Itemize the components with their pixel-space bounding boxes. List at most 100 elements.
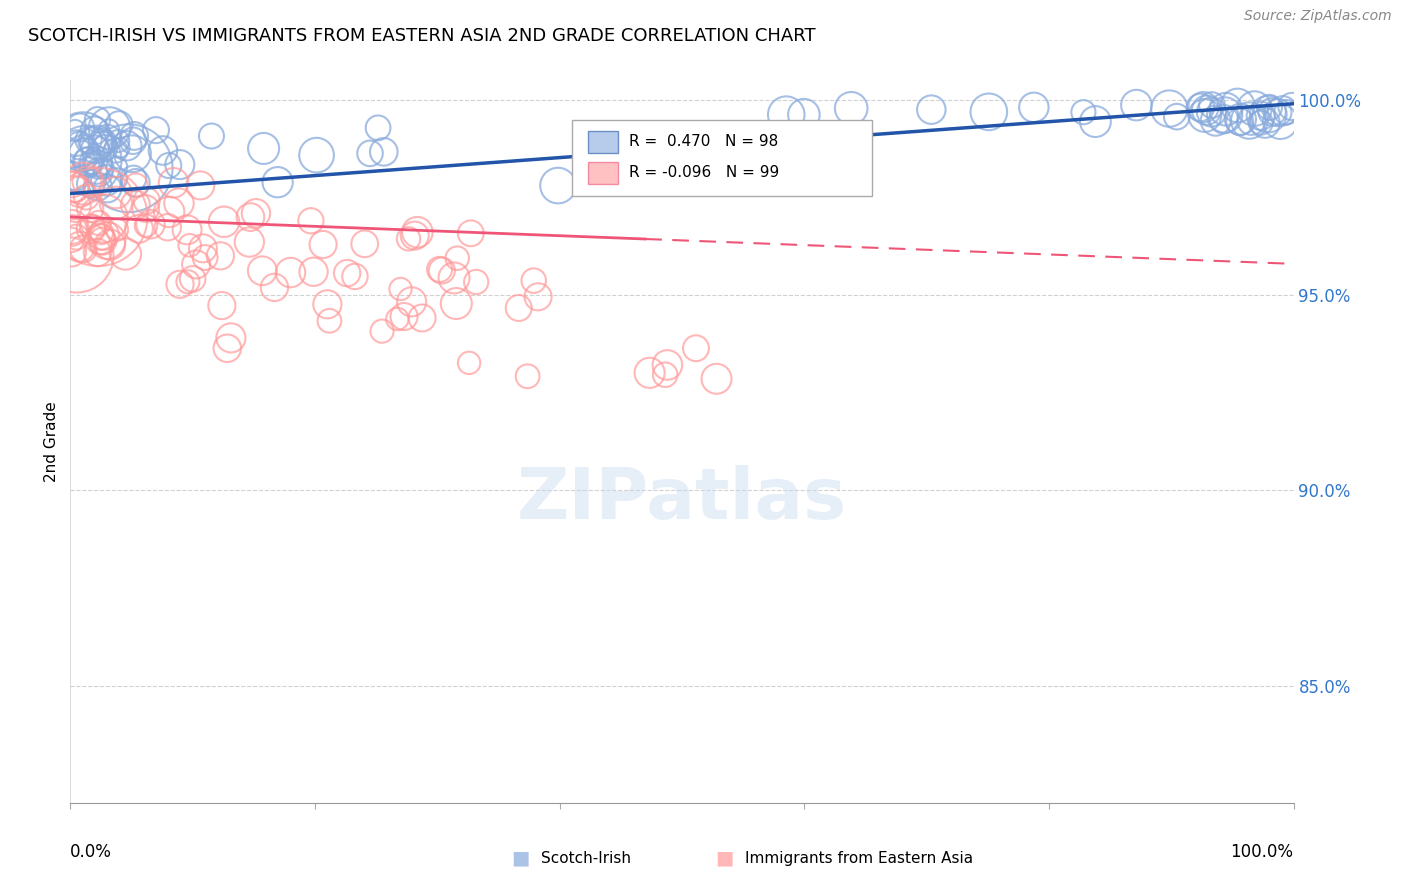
Point xyxy=(336,266,359,280)
Point xyxy=(1240,113,1263,128)
Point xyxy=(1229,114,1251,128)
Point xyxy=(387,312,409,326)
Point xyxy=(162,176,184,190)
Point xyxy=(93,227,115,242)
Point xyxy=(69,185,91,199)
Point xyxy=(252,264,274,278)
Point xyxy=(66,249,89,263)
Point xyxy=(104,195,127,210)
Text: Source: ZipAtlas.com: Source: ZipAtlas.com xyxy=(1244,9,1392,23)
Point xyxy=(62,180,84,194)
Point xyxy=(1258,100,1281,114)
Point xyxy=(128,221,150,235)
Point xyxy=(245,206,267,220)
Point xyxy=(429,262,451,277)
Point xyxy=(72,242,94,256)
Text: 100.0%: 100.0% xyxy=(1230,843,1294,861)
Point xyxy=(65,172,87,186)
Point xyxy=(318,314,340,328)
Point xyxy=(446,251,468,265)
Point xyxy=(145,123,167,137)
Point xyxy=(547,178,569,193)
Point xyxy=(80,221,103,235)
Point xyxy=(516,369,538,384)
Point xyxy=(1250,109,1272,123)
Point xyxy=(93,161,115,176)
Point xyxy=(135,202,157,216)
Point xyxy=(977,104,1000,119)
Point xyxy=(389,282,412,296)
Point xyxy=(72,177,94,191)
Point xyxy=(87,210,110,224)
Point xyxy=(219,331,242,345)
Point xyxy=(82,134,104,148)
Point xyxy=(465,275,488,289)
Point xyxy=(90,226,112,240)
Point xyxy=(188,178,211,193)
Point xyxy=(302,265,325,279)
Point xyxy=(96,181,118,195)
Point xyxy=(280,266,302,280)
Point xyxy=(135,219,157,233)
Point xyxy=(73,146,96,161)
Point xyxy=(411,310,433,325)
Point xyxy=(87,179,110,194)
Point xyxy=(60,219,83,234)
Point xyxy=(93,211,115,226)
Point xyxy=(77,133,100,147)
Point xyxy=(371,324,394,338)
Point xyxy=(1261,104,1284,119)
Point xyxy=(1201,105,1223,120)
Point xyxy=(97,122,120,136)
Point xyxy=(104,144,127,158)
FancyBboxPatch shape xyxy=(588,131,619,153)
Point xyxy=(1073,105,1095,120)
Point xyxy=(86,112,108,127)
Point xyxy=(1205,113,1227,128)
Point xyxy=(135,194,157,208)
Point xyxy=(72,144,94,158)
Point xyxy=(91,135,114,149)
Point xyxy=(60,244,83,259)
Point xyxy=(114,247,136,261)
Point xyxy=(176,223,198,237)
Point xyxy=(1229,112,1251,127)
Point xyxy=(157,205,180,219)
Point xyxy=(1275,105,1298,120)
Point xyxy=(60,233,83,247)
Point xyxy=(1159,102,1181,116)
Point xyxy=(98,121,121,136)
Point xyxy=(1195,103,1218,118)
Point xyxy=(1022,100,1045,114)
Point xyxy=(1243,102,1265,116)
Point xyxy=(121,146,143,161)
Point xyxy=(79,202,101,216)
Point xyxy=(657,358,679,372)
Point xyxy=(212,215,235,229)
Point xyxy=(1267,105,1289,120)
Point xyxy=(96,132,118,146)
Point xyxy=(125,176,148,190)
Point xyxy=(63,123,86,137)
Point xyxy=(122,171,145,186)
Point xyxy=(91,234,114,248)
Point xyxy=(105,223,128,237)
Point xyxy=(1213,108,1236,122)
Point xyxy=(312,237,335,252)
Point xyxy=(69,240,91,254)
Point xyxy=(793,108,815,122)
Point xyxy=(77,154,100,169)
Point xyxy=(1250,116,1272,130)
Point xyxy=(1257,107,1279,121)
Point xyxy=(706,372,728,386)
Point xyxy=(406,225,429,239)
Point xyxy=(86,245,108,260)
Point xyxy=(139,217,162,231)
Text: R =  0.470   N = 98: R = 0.470 N = 98 xyxy=(630,134,779,149)
Point xyxy=(685,341,707,355)
Point xyxy=(523,274,546,288)
Point xyxy=(839,101,862,115)
Point xyxy=(96,234,118,248)
Point xyxy=(152,144,174,158)
Point xyxy=(443,271,465,285)
